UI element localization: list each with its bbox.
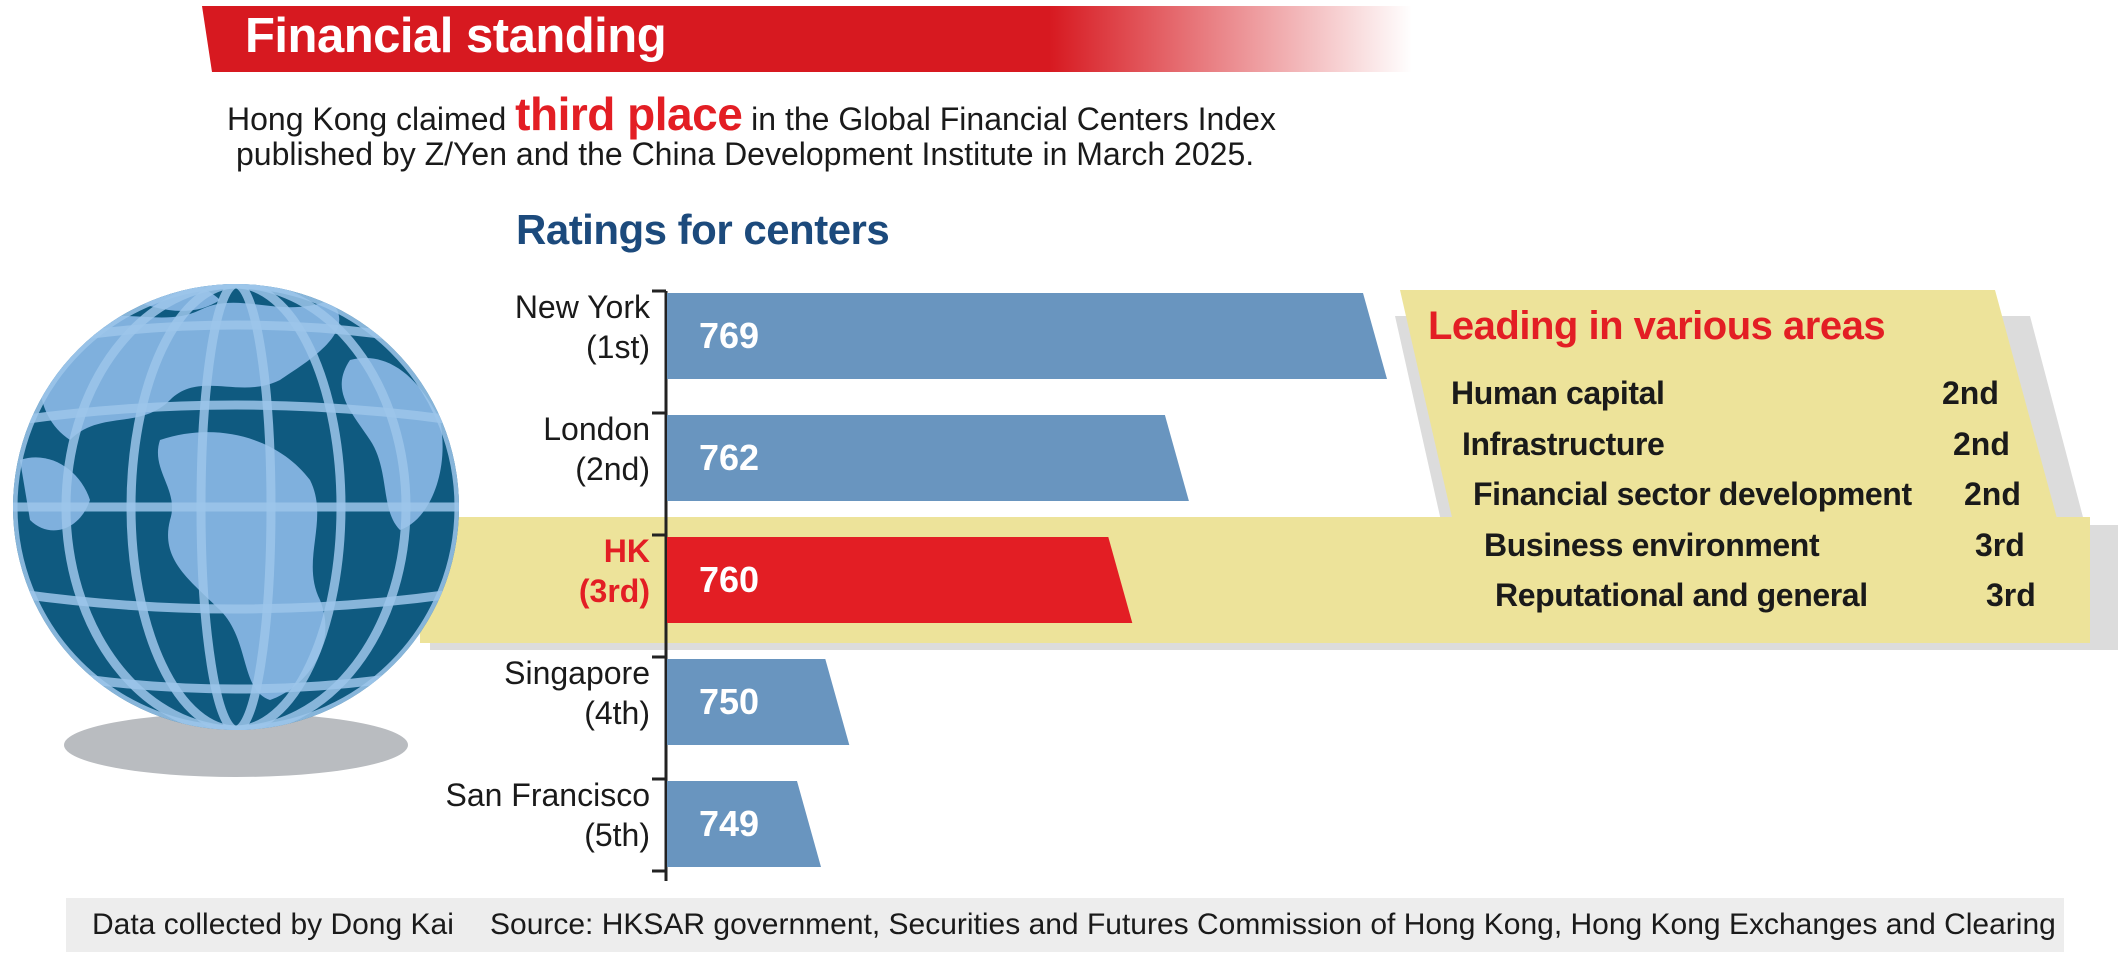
intro-text-after: in the Global Financial Centers Index — [742, 101, 1276, 137]
area-rank: 3rd — [1975, 526, 2025, 563]
category-rank: (4th) — [584, 695, 650, 731]
area-name: Human capital — [1451, 375, 1665, 411]
bar-london — [667, 415, 1189, 501]
bar-san-francisco — [667, 781, 821, 867]
data-label: 760 — [699, 559, 760, 600]
intro-line-1: Hong Kong claimed third place in the Glo… — [227, 91, 1276, 139]
area-rank: 2nd — [1964, 476, 2021, 512]
bar-singapore — [667, 659, 850, 745]
area-name: Business environment — [1484, 526, 1820, 563]
data-label: 749 — [699, 803, 760, 844]
intro-line-2: published by Z/Yen and the China Develop… — [236, 136, 1255, 172]
area-rank: 2nd — [1942, 375, 1999, 411]
category-label: Singapore (4th) — [504, 653, 650, 733]
data-label: 762 — [699, 437, 760, 478]
title-banner — [202, 6, 1412, 72]
bar-new-york — [667, 293, 1387, 379]
area-name: Reputational and general — [1495, 577, 1868, 613]
credit-text: Data collected by Dong Kai — [92, 908, 454, 941]
category-rank: (2nd) — [575, 451, 650, 487]
data-label: 750 — [699, 681, 760, 722]
category-label: San Francisco (5th) — [445, 775, 650, 855]
area-rank: 2nd — [1953, 425, 2010, 462]
area-rank: 3rd — [1986, 577, 2036, 613]
category-name: San Francisco — [445, 777, 650, 813]
area-name: Financial sector development — [1473, 476, 1912, 512]
source-text: Source: HKSAR government, Securities and… — [490, 908, 2056, 941]
intro-highlight: third place — [515, 88, 743, 140]
bar-hk — [667, 537, 1133, 623]
page-title: Financial standing — [245, 9, 667, 63]
category-name: Singapore — [504, 655, 650, 691]
category-rank: (5th) — [584, 817, 650, 853]
category-label: HK (3rd) — [579, 531, 650, 611]
chart-title: Ratings for centers — [516, 206, 890, 253]
intro-text-before: Hong Kong claimed — [227, 101, 516, 137]
category-rank: (3rd) — [578, 573, 650, 609]
category-rank: (1st) — [586, 329, 650, 365]
axis-ticks — [652, 289, 666, 873]
category-label: London (2nd) — [543, 409, 650, 489]
bars-group — [667, 293, 1387, 867]
data-label: 769 — [699, 315, 760, 356]
leading-areas-panel — [1400, 290, 2090, 640]
area-name: Infrastructure — [1462, 425, 1665, 462]
category-name: London — [543, 411, 650, 447]
leading-areas-title: Leading in various areas — [1428, 304, 1886, 348]
category-name: HK — [603, 533, 650, 569]
globe-icon — [13, 284, 459, 777]
category-label: New York (1st) — [515, 287, 650, 367]
footer-bar — [66, 898, 2064, 952]
category-name: New York — [514, 289, 650, 325]
